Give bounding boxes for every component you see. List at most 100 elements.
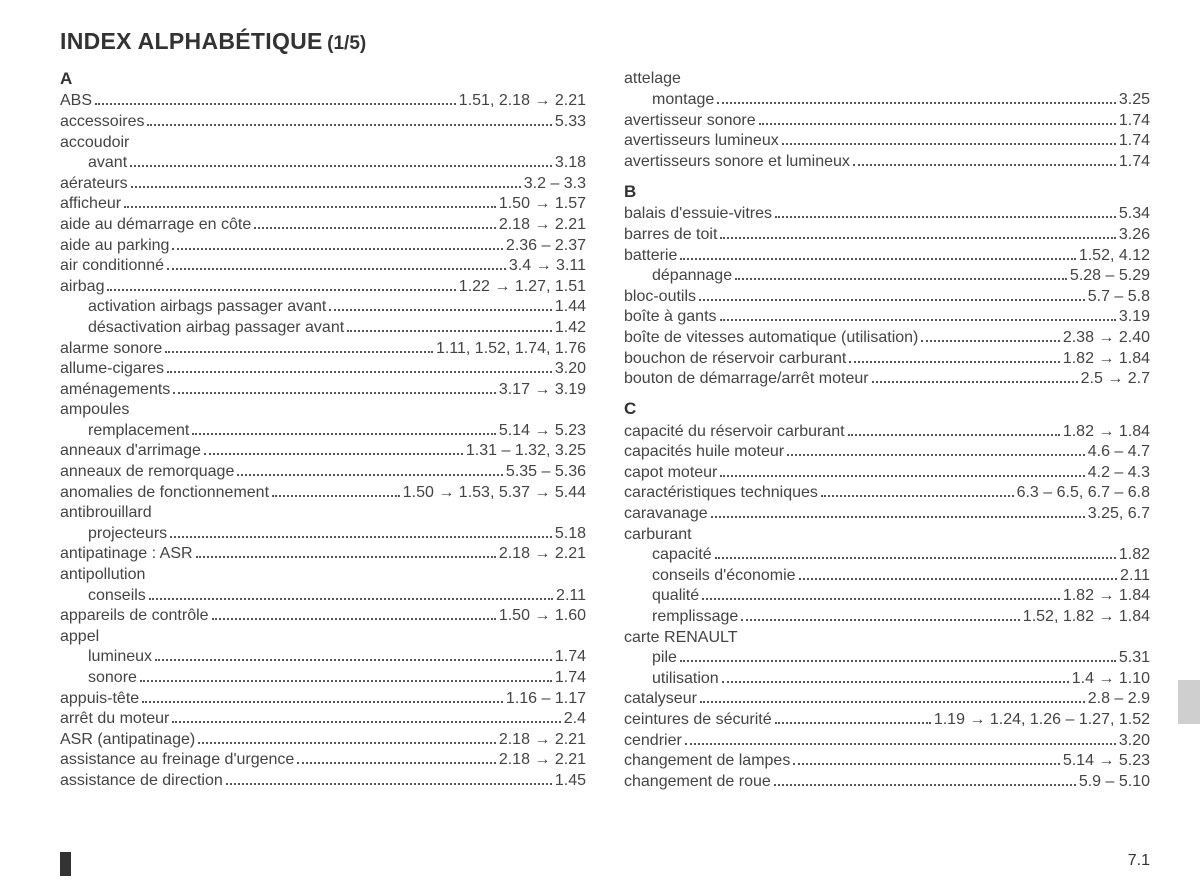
index-entry-label: antipatinage : ASR: [60, 544, 193, 564]
index-entry-leader: [853, 151, 1116, 165]
index-entry-leader: [173, 379, 496, 393]
index-entry: bouton de démarrage/arrêt moteur 2.5 → 2…: [624, 369, 1150, 390]
index-entry-label: remplacement: [88, 421, 189, 441]
index-entry-ref: 1.52, 1.82 → 1.84: [1023, 607, 1150, 627]
index-entry-leader: [799, 565, 1117, 579]
index-entry-ref: 2.18 → 2.21: [499, 730, 586, 750]
index-entry-leader: [685, 730, 1116, 744]
index-entry-leader: [155, 647, 552, 661]
index-entry: activation airbags passager avant 1.44: [60, 297, 586, 318]
index-entry-label: balais d'essuie-vitres: [624, 204, 772, 224]
index-entry-leader: [702, 586, 1060, 600]
page-title-suffix: (1/5): [327, 33, 366, 54]
index-entry-label: bloc-outils: [624, 287, 696, 307]
index-entry-label: sonore: [88, 668, 137, 688]
index-entry-ref: 5.9 – 5.10: [1079, 772, 1150, 792]
index-entry-label: utilisation: [652, 669, 719, 689]
index-entry-leader: [872, 369, 1078, 383]
index-entry: ASR (antipatinage) 2.18 → 2.21: [60, 729, 586, 750]
index-entry-leader: [297, 750, 496, 764]
index-entry-leader: [155, 503, 583, 517]
index-entry: avant 3.18: [60, 153, 586, 174]
index-entry-ref: 3.18: [555, 153, 586, 173]
index-entry-ref: 3.2 – 3.3: [524, 174, 586, 194]
index-entry-label: caravanage: [624, 504, 708, 524]
index-entry-leader: [198, 729, 496, 743]
index-entry-leader: [167, 256, 506, 270]
index-entry: aérateurs 3.2 – 3.3: [60, 173, 586, 194]
index-entry-label: projecteurs: [88, 524, 167, 544]
index-entry-label: barres de toit: [624, 225, 717, 245]
index-entry-label: assistance de direction: [60, 771, 223, 791]
index-entry-ref: 5.35 – 5.36: [506, 462, 586, 482]
index-entry: carburant: [624, 524, 1150, 545]
index-entry-leader: [212, 606, 496, 620]
index-entry-ref: 2.18 → 2.21: [499, 215, 586, 235]
index-entry-label: anneaux de remorquage: [60, 462, 234, 482]
index-entry-label: changement de roue: [624, 772, 771, 792]
index-entry: désactivation airbag passager avant 1.42: [60, 318, 586, 339]
index-entry-leader: [821, 483, 1014, 497]
index-entry-ref: 5.33: [555, 112, 586, 132]
index-column-left: AABS 1.51, 2.18 → 2.21accessoires 5.33ac…: [60, 69, 586, 792]
index-entry-leader: [775, 710, 931, 724]
index-entry-ref: 2.36 – 2.37: [506, 236, 586, 256]
index-entry-label: air conditionné: [60, 256, 164, 276]
index-entry: anneaux de remorquage 5.35 – 5.36: [60, 462, 586, 483]
index-entry-leader: [140, 668, 552, 682]
index-entry: capacité 1.82: [624, 545, 1150, 566]
index-entry: balais d'essuie-vitres 5.34: [624, 204, 1150, 225]
index-entry: assistance au freinage d'urgence 2.18 → …: [60, 750, 586, 771]
page-title-row: INDEX ALPHABÉTIQUE (1/5): [60, 28, 1150, 55]
index-entry: cendrier 3.20: [624, 730, 1150, 751]
index-entry-label: carburant: [624, 525, 692, 545]
index-entry-ref: 5.34: [1119, 204, 1150, 224]
index-entry-ref: 3.19: [1119, 307, 1150, 327]
index-entry-leader: [735, 266, 1067, 280]
index-entry-leader: [774, 771, 1076, 785]
index-entry: boîte à gants 3.19: [624, 307, 1150, 328]
index-entry-leader: [148, 565, 583, 579]
index-entry: aide au parking 2.36 – 2.37: [60, 235, 586, 256]
index-entry-label: capacités huile moteur: [624, 442, 784, 462]
index-entry: ceintures de sécurité 1.19 → 1.24, 1.26 …: [624, 710, 1150, 731]
index-entry-ref: 1.11, 1.52, 1.74, 1.76: [436, 339, 586, 359]
index-entry: conseils 2.11: [60, 585, 586, 606]
index-entry-leader: [172, 235, 503, 249]
index-entry-ref: 1.31 – 1.32, 3.25: [466, 441, 586, 461]
index-entry-leader: [711, 504, 1085, 518]
index-entry-leader: [782, 131, 1116, 145]
index-entry-label: carte RENAULT: [624, 628, 738, 648]
index-entry: alarme sonore 1.11, 1.52, 1.74, 1.76: [60, 338, 586, 359]
index-entry: assistance de direction 1.45: [60, 771, 586, 792]
index-entry-label: activation airbags passager avant: [88, 297, 326, 317]
index-entry: pile 5.31: [624, 648, 1150, 669]
index-entry-label: avant: [88, 153, 127, 173]
index-entry-label: ASR (antipatinage): [60, 730, 195, 750]
index-entry: carte RENAULT: [624, 627, 1150, 648]
index-entry-leader: [720, 307, 1116, 321]
index-entry-ref: 3.4 → 3.11: [509, 256, 586, 276]
index-entry-label: ampoules: [60, 400, 129, 420]
index-entry-label: dépannage: [652, 266, 732, 286]
index-entry: avertisseurs lumineux 1.74: [624, 131, 1150, 152]
index-entry: accoudoir: [60, 132, 586, 153]
index-entry-ref: 1.52, 4.12: [1079, 246, 1150, 266]
thumb-tab: [1178, 680, 1200, 724]
index-entry-ref: 2.11: [1120, 566, 1150, 586]
index-entry-leader: [192, 421, 495, 435]
index-entry-leader: [329, 297, 551, 311]
index-entry: changement de lampes 5.14 → 5.23: [624, 751, 1150, 772]
index-entry-label: bouton de démarrage/arrêt moteur: [624, 369, 869, 389]
index-entry-label: conseils d'économie: [652, 566, 796, 586]
index-entry: attelage: [624, 69, 1150, 90]
index-entry-leader: [124, 194, 496, 208]
index-entry: ABS 1.51, 2.18 → 2.21: [60, 91, 586, 112]
index-entry-leader: [95, 91, 456, 105]
index-column-right: attelagemontage 3.25avertisseur sonore 1…: [624, 69, 1150, 792]
index-entry-leader: [102, 626, 583, 640]
index-entry-ref: 1.16 – 1.17: [506, 689, 586, 709]
index-entry-label: boîte à gants: [624, 307, 717, 327]
index-entry: accessoires 5.33: [60, 112, 586, 133]
index-entry: arrêt du moteur 2.4: [60, 709, 586, 730]
